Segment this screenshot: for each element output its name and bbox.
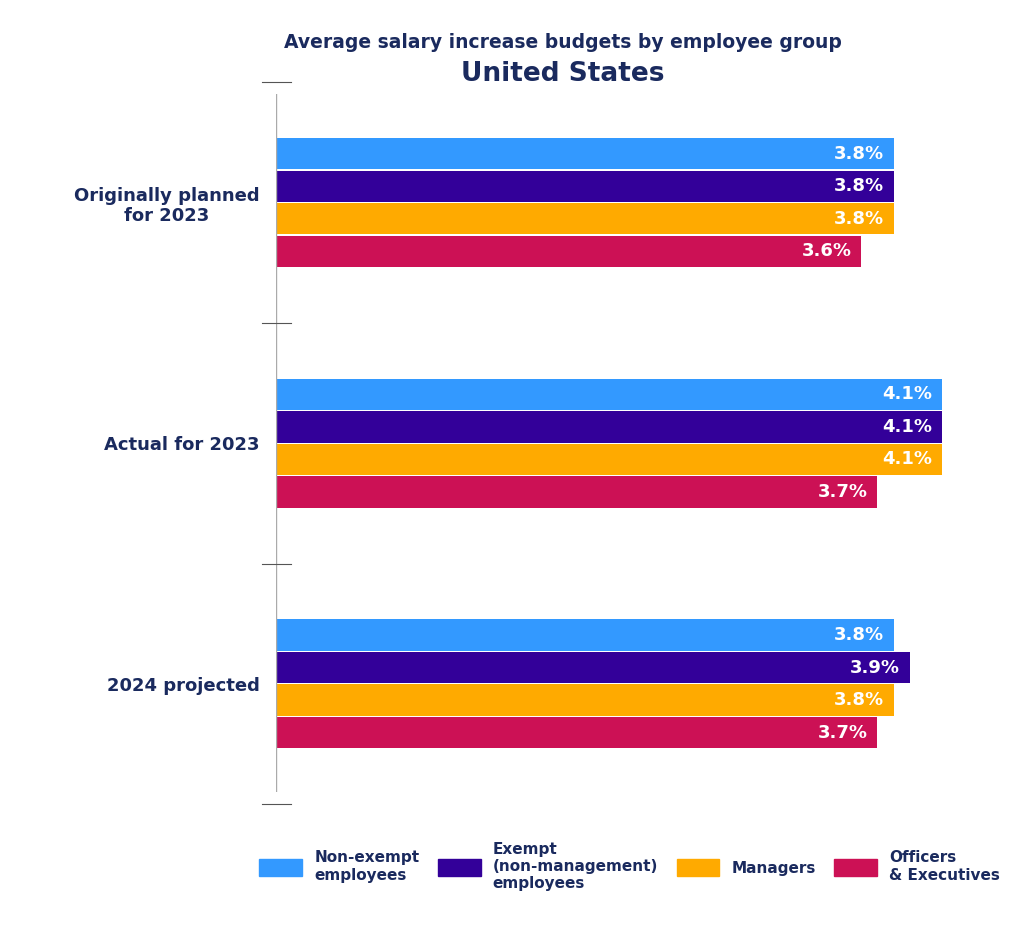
Bar	[276, 685, 894, 716]
Bar	[276, 444, 942, 475]
Bar	[276, 652, 910, 684]
Bar	[276, 476, 878, 507]
Bar	[276, 139, 894, 170]
Text: 3.8%: 3.8%	[834, 177, 884, 195]
Bar	[276, 236, 861, 267]
Bar	[276, 203, 894, 235]
Bar	[276, 379, 942, 410]
Bar	[276, 171, 894, 202]
Text: 4.1%: 4.1%	[883, 451, 933, 469]
Text: Average salary increase budgets by employee group: Average salary increase budgets by emplo…	[285, 33, 842, 52]
Bar	[276, 411, 942, 442]
Text: 4.1%: 4.1%	[883, 386, 933, 404]
Text: 3.8%: 3.8%	[834, 210, 884, 228]
Text: 3.8%: 3.8%	[834, 145, 884, 163]
Bar	[276, 717, 878, 748]
Text: 3.7%: 3.7%	[818, 723, 867, 741]
Text: 4.1%: 4.1%	[883, 418, 933, 436]
Text: 3.8%: 3.8%	[834, 626, 884, 644]
Text: 3.7%: 3.7%	[818, 483, 867, 501]
Legend: Non-exempt
employees, Exempt
(non-management)
employees, Managers, Officers
& Ex: Non-exempt employees, Exempt (non-manage…	[259, 842, 1000, 891]
Text: United States: United States	[462, 61, 665, 88]
Text: 3.6%: 3.6%	[802, 242, 852, 260]
Text: 3.8%: 3.8%	[834, 691, 884, 709]
Text: 3.9%: 3.9%	[850, 658, 900, 676]
Bar	[276, 620, 894, 651]
